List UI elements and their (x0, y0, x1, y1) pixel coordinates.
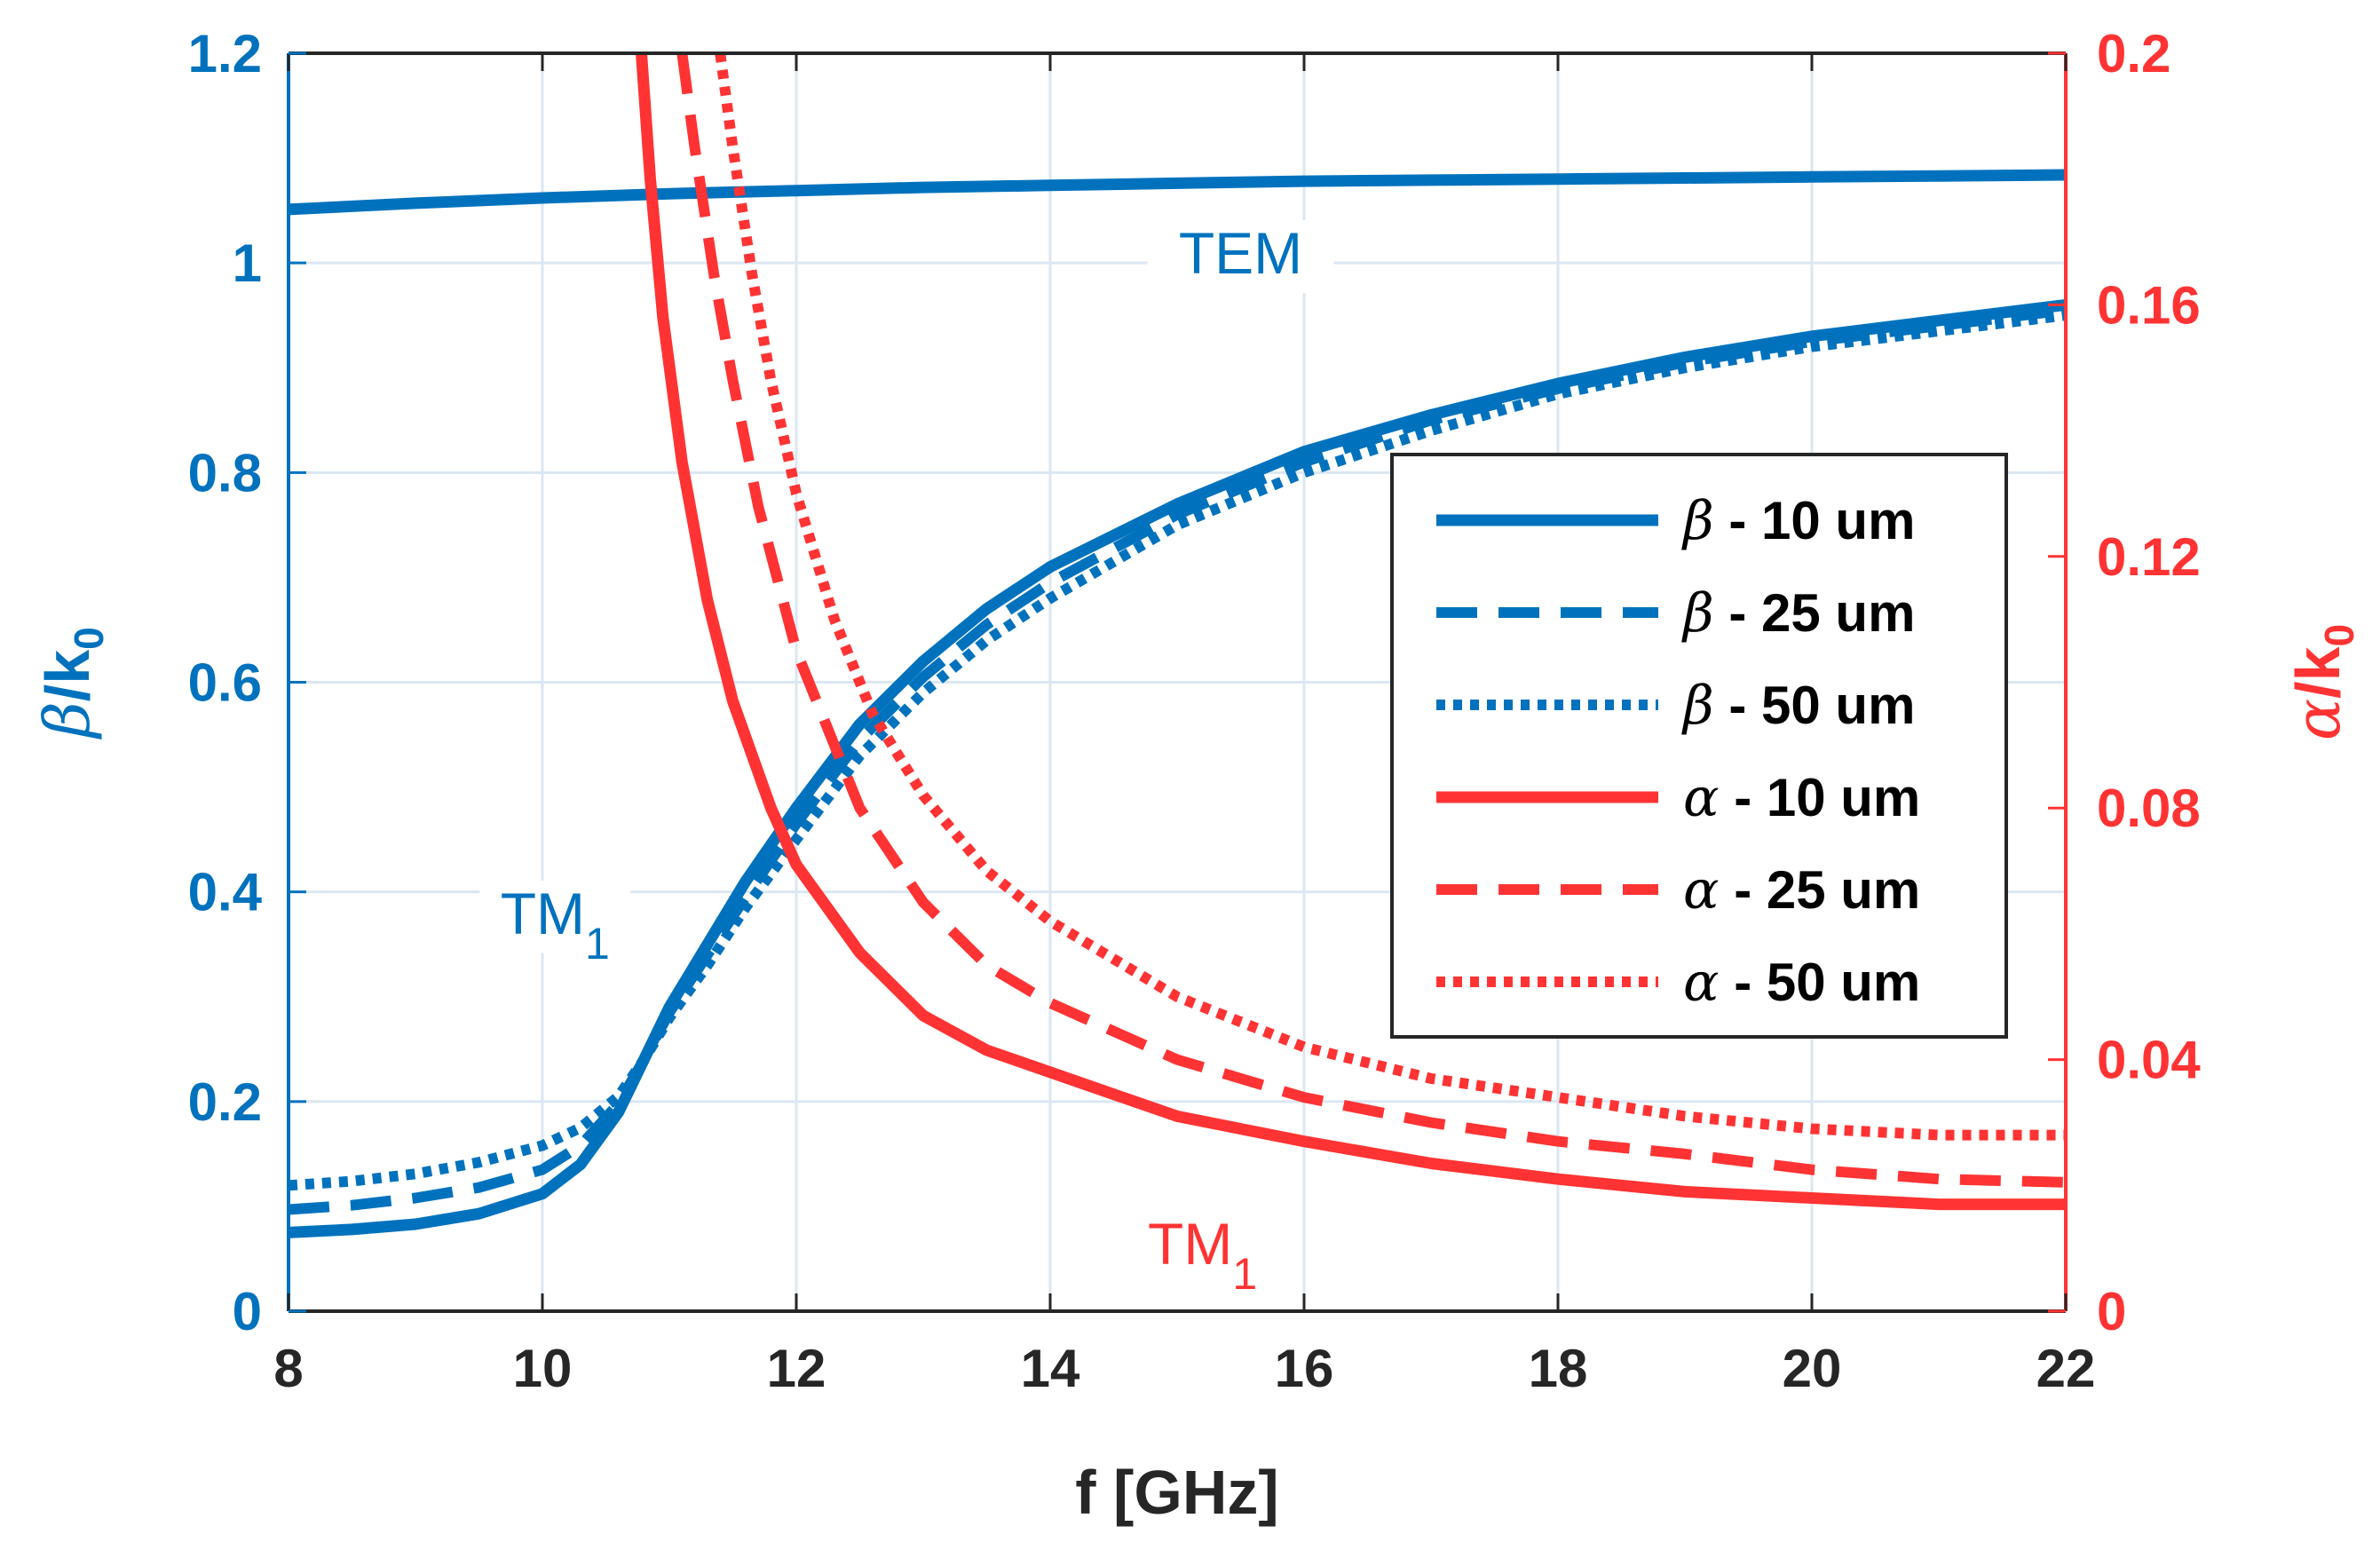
x-tick-label: 22 (2036, 1339, 2096, 1398)
x-tick-label: 8 (273, 1339, 303, 1398)
y-left-tick-label: 0.4 (188, 863, 263, 922)
series-line-3 (288, 310, 2067, 1191)
annotation-label-1: TM1 (501, 881, 610, 969)
legend-text: - 25 um (1720, 860, 1921, 920)
y-axis-left-title: β/k0 (31, 627, 112, 739)
y-left-tick-label: 1.2 (188, 24, 262, 83)
y-right-title-sub: 0 (2316, 624, 2362, 647)
annotation-label-0: TEM (1179, 220, 1302, 286)
axis-ticks: 8 10 12 14 16 18 20 2200.20.40.60.811.200.040.0… (188, 24, 2202, 1398)
legend-symbol: α (1683, 952, 1720, 1014)
series-line-6 (715, 52, 2066, 1141)
legend-symbol: β (1681, 675, 1714, 737)
legend-symbol: α (1683, 767, 1720, 829)
legend-text: - 10 um (1720, 768, 1921, 827)
legend-label: α - 50 um (1683, 952, 1920, 1014)
y-axis-right-title: α/k0 (2281, 624, 2362, 740)
series-line-4 (636, 52, 2066, 1211)
legend-label: β - 25 um (1681, 582, 1915, 645)
annotation-subscript: 1 (1232, 1249, 1257, 1299)
x-tick-label: 10 (513, 1339, 573, 1398)
legend-label: α - 10 um (1683, 767, 1920, 829)
y-left-tick-label: 0.2 (188, 1072, 262, 1132)
legend-items: β - 10 umβ - 25 umβ - 50 umα - 10 umα - … (1436, 490, 1920, 1014)
annotation-bg (1147, 219, 1334, 293)
legend-symbol: α (1683, 859, 1720, 921)
series-line-0 (288, 169, 2067, 216)
x-tick-label: 20 (1783, 1339, 1842, 1398)
legend-label: α - 25 um (1683, 859, 1920, 921)
y-left-title-sub: 0 (66, 627, 112, 650)
x-tick-label: 14 (1021, 1339, 1080, 1398)
annotation-text: TM (501, 881, 585, 946)
legend-box (1390, 453, 2008, 1039)
annotation-bg (1127, 1210, 1278, 1284)
legend-text: - 50 um (1714, 676, 1916, 735)
y-left-tick-label: 0.8 (188, 443, 262, 502)
y-right-tick-label: 0.04 (2097, 1031, 2201, 1090)
legend-symbol: β (1681, 582, 1714, 645)
legend-symbol: β (1681, 490, 1714, 552)
y-right-tick-label: 0 (2097, 1282, 2126, 1341)
annotation-text: TM (1148, 1211, 1232, 1277)
y-right-tick-label: 0.08 (2097, 779, 2201, 838)
y-left-tick-label: 1 (233, 233, 262, 293)
legend-text: - 50 um (1720, 953, 1921, 1012)
legend: β - 10 umβ - 25 umβ - 50 umα - 10 umα - … (1390, 453, 2008, 1039)
y-right-title-symbol: α (2281, 699, 2354, 740)
y-left-tick-label: 0 (233, 1282, 262, 1341)
legend-text: - 10 um (1714, 491, 1916, 550)
y-left-title-rest: /k (33, 650, 102, 701)
series-line-5 (676, 52, 2067, 1188)
y-right-tick-label: 0.2 (2097, 24, 2170, 83)
x-tick-label: 18 (1529, 1339, 1588, 1398)
annotation-text: TEM (1179, 220, 1302, 286)
y-left-tick-label: 0.6 (188, 653, 262, 713)
series-lines (288, 52, 2067, 1238)
y-right-tick-label: 0.12 (2097, 527, 2201, 587)
y-left-title-symbol: β (31, 701, 104, 739)
annotation-bg (479, 880, 631, 953)
annotation-label-2: TM1 (1148, 1211, 1257, 1299)
y-right-tick-label: 0.16 (2097, 275, 2201, 335)
x-tick-label: 12 (767, 1339, 826, 1398)
x-axis-title: f [GHz] (1075, 1458, 1278, 1527)
legend-text: - 25 um (1714, 583, 1916, 643)
x-tick-label: 16 (1275, 1339, 1334, 1398)
series-line-1 (288, 298, 2067, 1238)
y-right-title-rest: /k (2283, 646, 2352, 698)
legend-label: β - 50 um (1681, 675, 1915, 737)
annotation-subscript: 1 (585, 919, 610, 969)
legend-label: β - 10 um (1681, 490, 1915, 552)
